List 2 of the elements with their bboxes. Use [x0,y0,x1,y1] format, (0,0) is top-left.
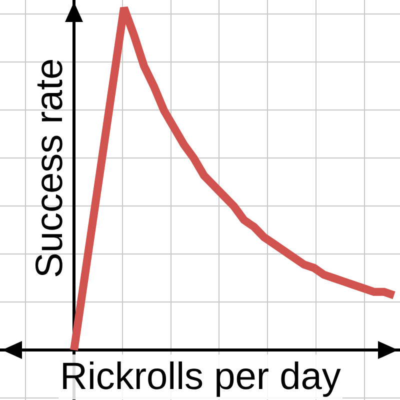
x-axis-title: Rickrolls per day [60,356,341,398]
y-axis-title: Success rate [29,58,71,278]
